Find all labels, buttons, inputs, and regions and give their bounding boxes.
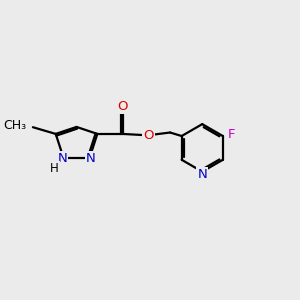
Text: N: N [197, 168, 207, 181]
Text: CH₃: CH₃ [4, 119, 27, 132]
Text: F: F [227, 128, 235, 141]
Text: H: H [50, 162, 59, 175]
Text: O: O [117, 100, 128, 113]
Text: O: O [143, 129, 154, 142]
Text: N: N [57, 152, 67, 165]
Text: N: N [86, 152, 95, 165]
